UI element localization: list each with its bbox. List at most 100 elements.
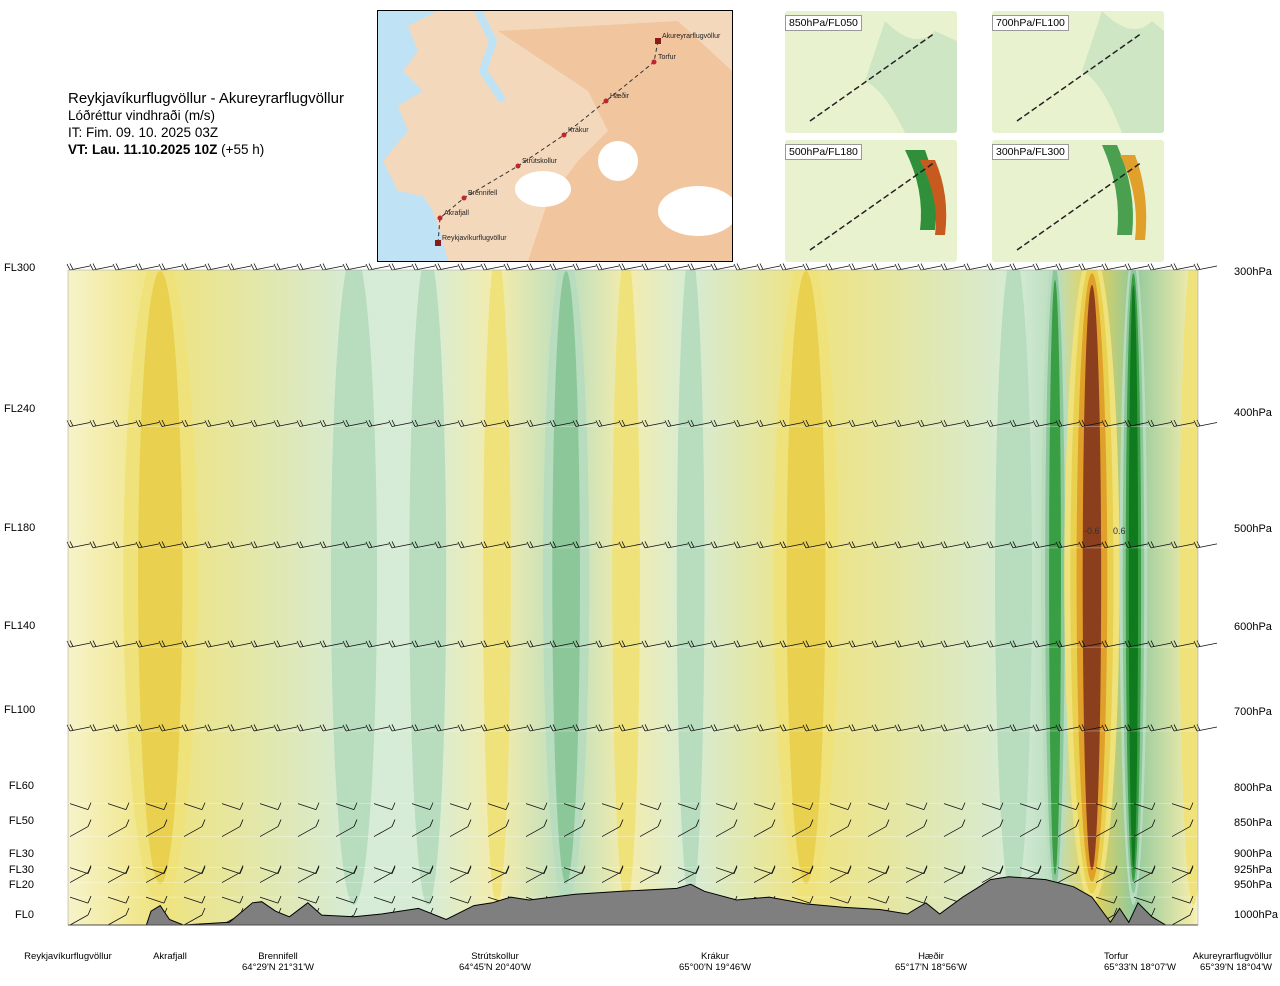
wind-barb-3-2 xyxy=(112,640,137,648)
plot-frame xyxy=(67,269,1199,926)
wind-barb-7-4 xyxy=(221,866,244,875)
w-band-12-level-0 xyxy=(1179,270,1198,905)
thumb-850[interactable]: 850hPa/FL050 xyxy=(785,11,957,133)
wind-barb-7-0 xyxy=(69,866,92,875)
wind-barb-7-8 xyxy=(373,866,396,875)
wind-barb-7-17 xyxy=(715,866,738,875)
wind-barb-3-24 xyxy=(618,640,643,648)
wind-barb-1-9 xyxy=(273,419,298,427)
wind-barb-3-46 xyxy=(1124,640,1149,648)
thumb-300-label: 300hPa/FL300 xyxy=(992,144,1069,160)
wind-barb-1-31 xyxy=(779,419,804,427)
hpa-label-900: 900hPa xyxy=(1234,848,1272,860)
wind-barb-2-48 xyxy=(1170,541,1195,549)
wind-barb-2-5 xyxy=(181,541,206,549)
map-waypoint-6[interactable] xyxy=(437,215,443,221)
wind-barb-0-32 xyxy=(802,263,827,271)
wind-barb-4-44 xyxy=(1078,724,1103,732)
wind-barb-2-41 xyxy=(1009,541,1034,549)
thumb-850-field xyxy=(865,21,957,133)
route-map[interactable]: Akureyrarflugvöllur Torfur Hæðir Krákur Strú… xyxy=(377,10,733,262)
wp-coord-2: 64°29'N 21°31'W xyxy=(242,962,314,973)
map-waypoint-3[interactable] xyxy=(561,132,567,138)
wind-barb-4-47 xyxy=(1147,724,1172,732)
wind-barb-4-30 xyxy=(756,724,781,732)
wind-barb-1-1 xyxy=(89,419,114,427)
map-glacier-3 xyxy=(658,186,732,236)
wind-barb-8-24 xyxy=(981,865,1004,883)
wind-barb-7-29 xyxy=(1171,866,1194,875)
wind-barb-8-22 xyxy=(905,865,928,883)
wind-barb-5-17 xyxy=(715,802,738,810)
wind-barb-8-28 xyxy=(1133,865,1156,883)
wind-barb-9-0 xyxy=(69,895,92,904)
wind-barb-3-27 xyxy=(687,640,712,648)
wind-barb-2-15 xyxy=(411,541,436,549)
map-waypoint-7[interactable] xyxy=(435,240,441,246)
wind-barb-3-9 xyxy=(273,640,298,648)
thumb-500-svg xyxy=(785,140,957,262)
fl-label-100: FL100 xyxy=(4,704,36,716)
wind-barb-1-10 xyxy=(296,419,321,427)
wind-barb-7-9 xyxy=(411,866,434,875)
wind-barb-0-27 xyxy=(687,263,712,271)
wind-barb-1-39 xyxy=(963,419,988,427)
wind-barb-4-22 xyxy=(572,724,597,732)
wind-barb-7-28 xyxy=(1133,866,1156,875)
thumb-500[interactable]: 500hPa/FL180 xyxy=(785,140,957,262)
wind-barb-4-26 xyxy=(664,724,689,732)
wind-barb-7-11 xyxy=(487,866,510,875)
wind-barb-3-8 xyxy=(250,640,275,648)
map-waypoint-1[interactable] xyxy=(651,59,657,65)
wind-barb-0-17 xyxy=(457,263,482,271)
wind-barb-4-41 xyxy=(1009,724,1034,732)
wind-barb-1-43 xyxy=(1055,419,1080,427)
wind-barb-0-47 xyxy=(1147,263,1172,271)
map-waypoint-4[interactable] xyxy=(515,163,521,169)
wind-barb-0-10 xyxy=(296,263,321,271)
wp-label-6: Torfur 65°33'N 18°07'W xyxy=(1104,951,1176,973)
wind-barb-3-39 xyxy=(963,640,988,648)
wind-barb-10-3 xyxy=(183,907,206,926)
map-waypoint-label-6: Akrafjall xyxy=(444,210,469,217)
wind-barb-8-1 xyxy=(107,865,130,883)
wind-barb-2-30 xyxy=(756,541,781,549)
wind-barb-1-30 xyxy=(756,419,781,427)
wind-barb-4-36 xyxy=(894,724,919,732)
map-waypoint-label-0: Akureyrarflugvöllur xyxy=(662,33,721,40)
wind-barb-0-0 xyxy=(66,263,91,271)
wind-barb-4-18 xyxy=(480,724,505,732)
wp-coord-5: 65°17'N 18°56'W xyxy=(895,962,967,973)
wind-barb-7-15 xyxy=(639,866,662,875)
wind-barb-3-26 xyxy=(664,640,689,648)
wind-barb-8-20 xyxy=(829,865,852,883)
wind-barb-4-43 xyxy=(1055,724,1080,732)
wind-barb-2-40 xyxy=(986,541,1011,549)
w-band-6-level-0 xyxy=(676,270,705,905)
wind-barb-6-10 xyxy=(449,819,472,837)
thumb-300-svg xyxy=(992,140,1164,262)
wind-barb-8-18 xyxy=(753,865,776,883)
w-band-5-level-0 xyxy=(612,270,640,905)
wind-barb-8-0 xyxy=(69,865,92,883)
wind-barb-2-10 xyxy=(296,541,321,549)
wind-barb-2-20 xyxy=(526,541,551,549)
thumb-700[interactable]: 700hPa/FL100 xyxy=(992,11,1164,133)
map-waypoint-2[interactable] xyxy=(603,98,609,104)
map-glacier-1 xyxy=(515,171,571,207)
wind-barb-6-14 xyxy=(601,819,624,837)
map-waypoint-0[interactable] xyxy=(655,38,661,44)
thumb-300[interactable]: 300hPa/FL300 xyxy=(992,140,1164,262)
wind-barb-4-31 xyxy=(779,724,804,732)
wind-barb-4-34 xyxy=(848,724,873,732)
wind-barb-7-21 xyxy=(867,866,890,875)
fl-label-60: FL60 xyxy=(8,780,34,792)
wind-barb-0-7 xyxy=(227,263,252,271)
wind-barb-3-1 xyxy=(89,640,114,648)
wind-barb-8-10 xyxy=(449,865,472,883)
wind-barb-0-45 xyxy=(1101,263,1126,271)
wind-barb-0-22 xyxy=(572,263,597,271)
wind-barb-0-12 xyxy=(342,263,367,271)
map-waypoint-5[interactable] xyxy=(461,195,467,201)
wind-barb-7-2 xyxy=(145,866,168,875)
